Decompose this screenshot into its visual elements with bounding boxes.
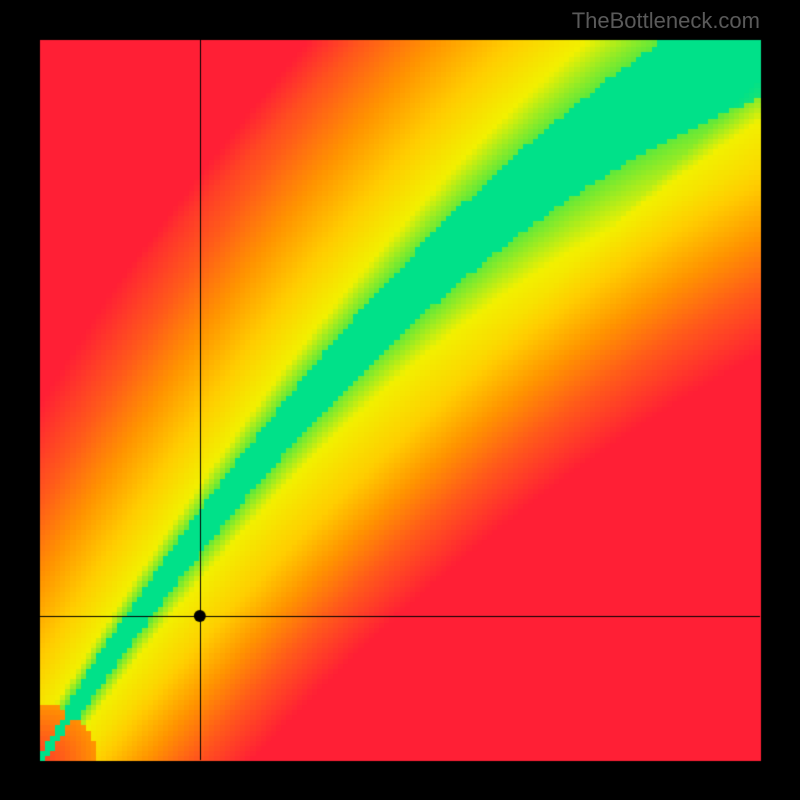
bottleneck-heatmap-canvas	[0, 0, 800, 800]
chart-stage: TheBottleneck.com	[0, 0, 800, 800]
watermark-text: TheBottleneck.com	[572, 8, 760, 34]
